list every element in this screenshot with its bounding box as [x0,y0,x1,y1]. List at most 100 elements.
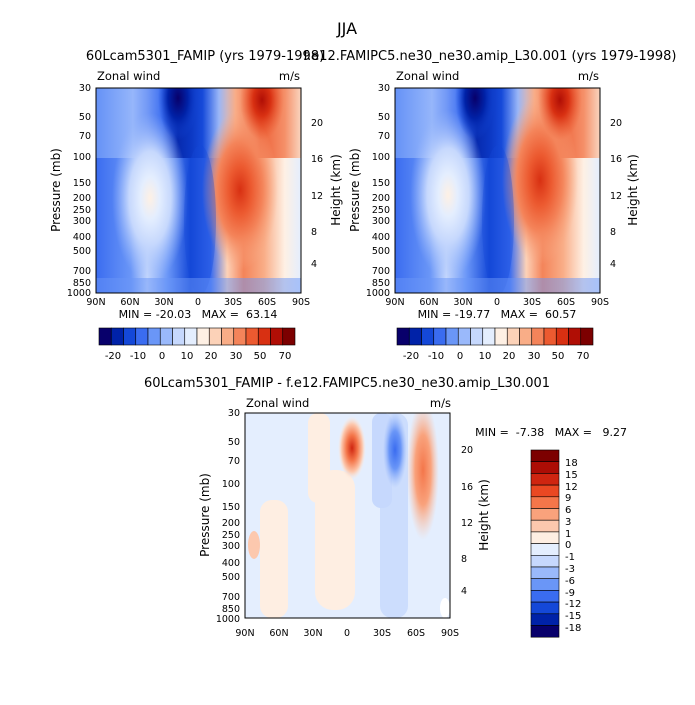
p2-cb-label: 70 [577,351,590,362]
p3-cb-label: 6 [565,505,571,516]
p2-cb-label: -20 [403,351,419,362]
colorbar-swatch [506,327,520,346]
colorbar-swatch [110,327,124,346]
p1-cb-label: 20 [205,351,218,362]
p3-cb-label: 3 [565,517,571,528]
colorbar-swatch [445,327,459,346]
p2-ytick: 200 [372,193,390,204]
colorbar-swatch [530,461,560,474]
colorbar-swatch [421,327,435,346]
colorbar-swatch [196,327,210,346]
colorbar-swatch [580,327,594,346]
panel-3-title: 60Lcam5301_FAMIP - f.e12.FAMIPC5.ne30_ne… [144,376,550,391]
p2-ytick-right: 20 [610,118,622,129]
colorbar-swatch [530,625,560,638]
p1-ytick: 200 [73,193,91,204]
p3-cb-label: -3 [565,564,575,575]
colorbar-swatch [159,327,173,346]
p3-cb-label: -15 [565,611,581,622]
panel-3-max-diff [338,416,366,480]
panel-2-northern-jet [410,110,486,280]
p1-cb-label: 70 [279,351,292,362]
p2-cb-label: 50 [552,351,565,362]
panel-2-variable-label: Zonal wind [396,69,459,83]
p2-ytick-right: 16 [610,154,622,165]
panel-1-field [96,88,301,293]
p3-xtick: 90S [441,628,459,639]
p1-cb-label: -10 [130,351,146,362]
p3-cb-label: -6 [565,576,575,587]
p2-ytick: 500 [372,246,390,257]
panel-2-field [395,88,600,293]
colorbar-swatch [221,327,235,346]
p3-ytick: 150 [222,502,240,513]
panel-3-ylabel: Pressure (mb) [198,473,212,557]
panel-3-variable-label: Zonal wind [246,396,309,410]
colorbar-swatch [233,327,247,346]
p2-cb-label: 10 [479,351,492,362]
p2-ytick-right: 12 [610,191,622,202]
panel-3-units: m/s [430,396,451,410]
colorbar-swatch [245,327,259,346]
p2-ytick: 100 [372,152,390,163]
p3-cb-label: 18 [565,458,578,469]
p1-ytick: 100 [73,152,91,163]
p1-ytick: 400 [73,232,91,243]
p2-xtick: 30N [453,297,472,308]
p1-cb-label: -20 [105,351,121,362]
p3-xtick: 0 [344,628,350,639]
p2-ytick: 30 [378,83,390,94]
colorbar-swatch [530,473,560,486]
p1-ytick-right: 16 [311,154,323,165]
colorbar-swatch [530,508,560,521]
p2-xtick: 90S [591,297,609,308]
p3-ytick: 500 [222,572,240,583]
p1-xtick: 30S [224,297,242,308]
p3-cb-label: -9 [565,588,575,599]
colorbar-swatch [494,327,508,346]
panel-2-ylabel-right: Height (km) [626,154,640,225]
p1-ytick: 500 [73,246,91,257]
panel-3-ylabel-right: Height (km) [477,479,491,550]
panel-1-subtropical-jet [202,110,278,270]
panel-3-colorbar [530,449,560,638]
colorbar-swatch [531,327,545,346]
p2-cb-label: -10 [428,351,444,362]
panel-3-field [245,413,450,618]
colorbar-swatch [530,449,560,462]
colorbar-swatch [530,519,560,533]
p3-xtick: 90N [235,628,254,639]
p1-xtick: 30N [154,297,173,308]
p2-ytick: 300 [372,216,390,227]
colorbar-swatch [530,578,560,591]
panel-2-easterlies [455,88,495,140]
panel-2-stratospheric-jet [538,88,582,140]
panel-1-stratospheric-jet [240,88,284,140]
p3-ytick: 1000 [216,614,240,625]
p1-cb-label: 50 [254,351,267,362]
colorbar-swatch [482,327,496,346]
colorbar-swatch [568,327,582,346]
colorbar-swatch [555,327,569,346]
panel-2-colorbar [396,327,594,346]
p3-cb-label: 0 [565,540,571,551]
p3-ytick: 700 [222,592,240,603]
p2-ytick: 850 [372,278,390,289]
panel-1-ylabel: Pressure (mb) [49,148,63,232]
colorbar-swatch [396,327,410,346]
p1-xtick: 90S [292,297,310,308]
p2-xtick: 60S [557,297,575,308]
p3-xtick: 30S [373,628,391,639]
p3-cb-label: 1 [565,529,571,540]
colorbar-swatch [123,327,137,346]
p3-ytick: 200 [222,518,240,529]
panel-3-stats: MIN = -7.38 MAX = 9.27 [475,426,627,439]
colorbar-swatch [530,531,560,544]
panel-2-ylabel: Pressure (mb) [348,148,362,232]
colorbar-swatch [470,327,484,346]
colorbar-swatch [184,327,198,346]
colorbar-swatch [457,327,471,346]
colorbar-swatch [433,327,447,346]
panel-1-easterlies [158,88,198,140]
